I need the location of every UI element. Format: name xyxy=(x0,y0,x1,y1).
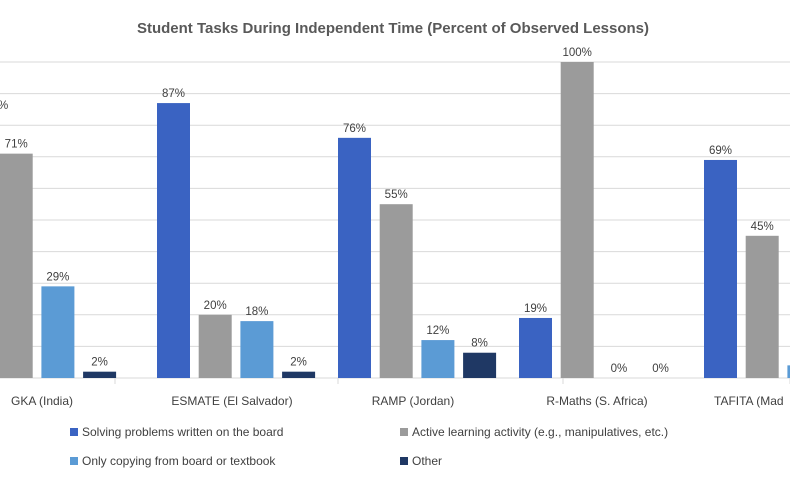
category-label: TAFITA (Mad xyxy=(714,394,784,408)
bar xyxy=(198,314,232,378)
data-label: % xyxy=(0,100,8,112)
legend-entry: Other xyxy=(412,454,442,468)
bars xyxy=(0,62,790,378)
data-label: 45% xyxy=(751,221,774,233)
chart-title: Student Tasks During Independent Time (P… xyxy=(137,20,649,37)
bar xyxy=(157,103,190,378)
data-label: 55% xyxy=(385,189,408,201)
bar xyxy=(379,204,413,378)
legend-swatch xyxy=(70,457,78,465)
data-label: 69% xyxy=(709,145,732,157)
data-label: 2% xyxy=(290,357,307,369)
legend: Solving problems written on the board Act… xyxy=(70,425,668,468)
data-label: 0% xyxy=(652,363,669,375)
bar xyxy=(519,317,552,378)
bar xyxy=(338,137,371,378)
bar xyxy=(745,235,779,378)
bar xyxy=(83,371,117,378)
category-label: GKA (India) xyxy=(11,394,73,408)
bar xyxy=(463,352,497,378)
data-label: 71% xyxy=(5,139,28,151)
category-label: R-Maths (S. Africa) xyxy=(546,394,647,408)
category-label: ESMATE (El Salvador) xyxy=(171,394,292,408)
legend-entry: Only copying from board or textbook xyxy=(82,454,276,468)
data-label: 100% xyxy=(562,47,591,59)
data-label: 76% xyxy=(343,123,366,135)
data-label: 87% xyxy=(162,88,185,100)
bar xyxy=(421,340,455,378)
bar xyxy=(41,286,75,378)
data-labels: % 87% 76% 19% 69% 71% 20% 55% 100% 45% 29% 18% 12% 0%… xyxy=(0,47,774,375)
data-label: 20% xyxy=(204,300,227,312)
legend-entry: Solving problems written on the board xyxy=(82,425,283,439)
bar xyxy=(704,159,737,378)
legend-entry: Active learning activity (e.g., manipula… xyxy=(412,425,668,439)
bar xyxy=(0,153,33,378)
data-label: 2% xyxy=(91,357,108,369)
legend-swatch xyxy=(400,457,408,465)
category-labels: GKA (India) ESMATE (El Salvador) RAMP (Jor… xyxy=(11,394,784,408)
bar xyxy=(282,371,316,378)
category-label: RAMP (Jordan) xyxy=(372,394,454,408)
legend-swatch xyxy=(400,428,408,436)
data-label: 8% xyxy=(471,338,488,350)
data-label: 0% xyxy=(611,363,628,375)
bar xyxy=(560,62,594,378)
data-label: 29% xyxy=(46,271,69,283)
data-label: 18% xyxy=(245,306,268,318)
bar xyxy=(240,321,274,378)
data-label: 12% xyxy=(426,325,449,337)
bar xyxy=(787,365,790,378)
legend-swatch xyxy=(70,428,78,436)
data-label: 19% xyxy=(524,303,547,315)
